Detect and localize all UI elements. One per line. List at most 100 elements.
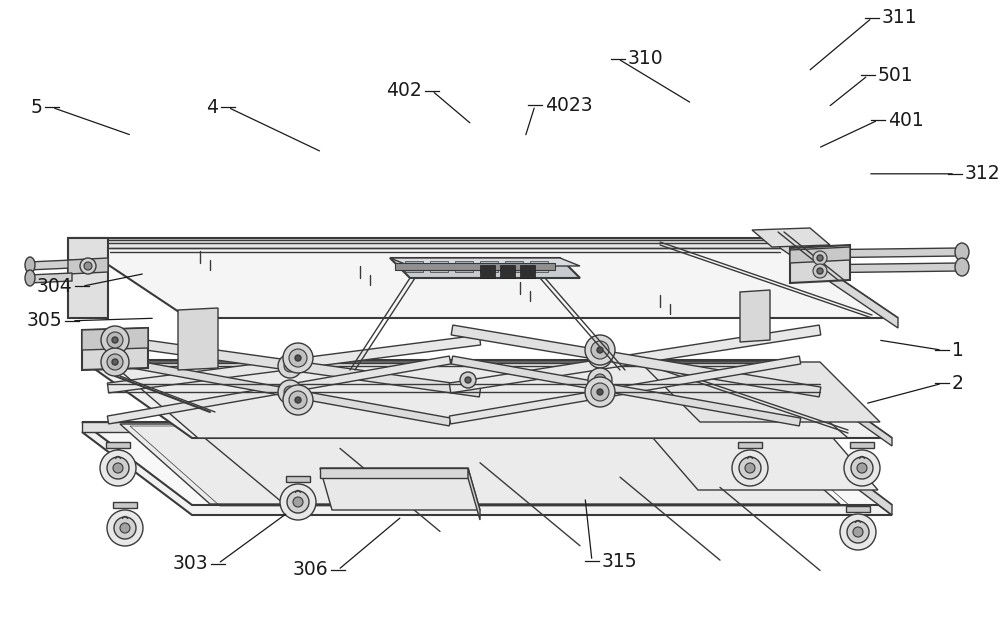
Circle shape (857, 463, 867, 473)
Ellipse shape (955, 258, 969, 276)
Circle shape (460, 372, 476, 388)
Text: 4: 4 (206, 98, 218, 117)
Polygon shape (850, 442, 874, 448)
Circle shape (295, 355, 301, 361)
Ellipse shape (25, 257, 35, 273)
Polygon shape (405, 261, 423, 272)
Circle shape (844, 450, 880, 486)
Circle shape (598, 378, 602, 382)
Circle shape (278, 380, 302, 404)
Circle shape (585, 377, 615, 407)
Circle shape (817, 255, 823, 261)
Polygon shape (738, 442, 762, 448)
Polygon shape (107, 335, 481, 393)
Circle shape (293, 497, 303, 507)
Circle shape (278, 354, 302, 378)
Polygon shape (640, 362, 880, 422)
Circle shape (288, 364, 292, 368)
Polygon shape (82, 432, 892, 515)
Circle shape (101, 348, 129, 376)
Polygon shape (480, 265, 495, 278)
Text: 501: 501 (878, 66, 914, 85)
Polygon shape (790, 245, 850, 283)
Text: 4023: 4023 (545, 96, 593, 115)
Polygon shape (449, 356, 801, 424)
Polygon shape (107, 356, 451, 424)
Polygon shape (109, 335, 481, 397)
Circle shape (465, 377, 471, 383)
Polygon shape (846, 506, 870, 512)
Polygon shape (468, 468, 480, 520)
Ellipse shape (25, 270, 35, 286)
Text: 310: 310 (628, 49, 664, 68)
Circle shape (295, 397, 301, 403)
Text: 1: 1 (952, 341, 964, 360)
Circle shape (594, 350, 606, 362)
Text: 315: 315 (602, 551, 638, 571)
Polygon shape (320, 468, 468, 478)
Text: 306: 306 (292, 560, 328, 580)
Text: 2: 2 (952, 374, 964, 393)
Polygon shape (110, 362, 848, 438)
Polygon shape (752, 228, 830, 247)
Circle shape (813, 264, 827, 278)
Polygon shape (286, 476, 310, 482)
Circle shape (107, 510, 143, 546)
Polygon shape (451, 325, 821, 397)
Polygon shape (82, 360, 782, 368)
Polygon shape (82, 328, 148, 350)
Circle shape (283, 385, 313, 415)
Circle shape (585, 335, 615, 365)
Circle shape (591, 383, 609, 401)
Circle shape (853, 527, 863, 537)
Polygon shape (68, 238, 108, 318)
Polygon shape (109, 356, 451, 426)
Polygon shape (455, 261, 473, 272)
Text: 402: 402 (386, 81, 422, 100)
Polygon shape (120, 424, 840, 504)
Circle shape (80, 258, 96, 274)
Polygon shape (106, 442, 130, 448)
Circle shape (597, 389, 603, 395)
Polygon shape (395, 263, 555, 270)
Polygon shape (82, 422, 782, 432)
Circle shape (280, 484, 316, 520)
Circle shape (594, 374, 606, 386)
Polygon shape (449, 325, 821, 393)
Text: 311: 311 (882, 8, 918, 27)
Polygon shape (390, 258, 580, 278)
Polygon shape (520, 265, 535, 278)
Circle shape (817, 268, 823, 274)
Polygon shape (430, 261, 448, 272)
Circle shape (732, 450, 768, 486)
Text: 312: 312 (965, 164, 1000, 183)
Circle shape (745, 463, 755, 473)
Circle shape (284, 360, 296, 372)
Polygon shape (530, 261, 548, 272)
Text: 305: 305 (26, 311, 62, 330)
Circle shape (284, 386, 296, 398)
Text: 303: 303 (172, 554, 208, 573)
Circle shape (100, 450, 136, 486)
Circle shape (287, 491, 309, 513)
Circle shape (120, 523, 130, 533)
Circle shape (598, 354, 602, 358)
Polygon shape (800, 263, 960, 273)
Polygon shape (480, 261, 498, 272)
Circle shape (588, 368, 612, 392)
Polygon shape (82, 360, 892, 438)
Circle shape (289, 349, 307, 367)
Polygon shape (500, 265, 515, 278)
Circle shape (107, 354, 123, 370)
Polygon shape (640, 423, 878, 490)
Circle shape (101, 326, 129, 354)
Ellipse shape (955, 243, 969, 261)
Circle shape (591, 341, 609, 359)
Polygon shape (505, 261, 523, 272)
Polygon shape (82, 422, 892, 505)
Polygon shape (780, 238, 898, 328)
Polygon shape (68, 258, 108, 274)
Polygon shape (740, 290, 770, 342)
Circle shape (588, 344, 612, 368)
Polygon shape (68, 238, 898, 318)
